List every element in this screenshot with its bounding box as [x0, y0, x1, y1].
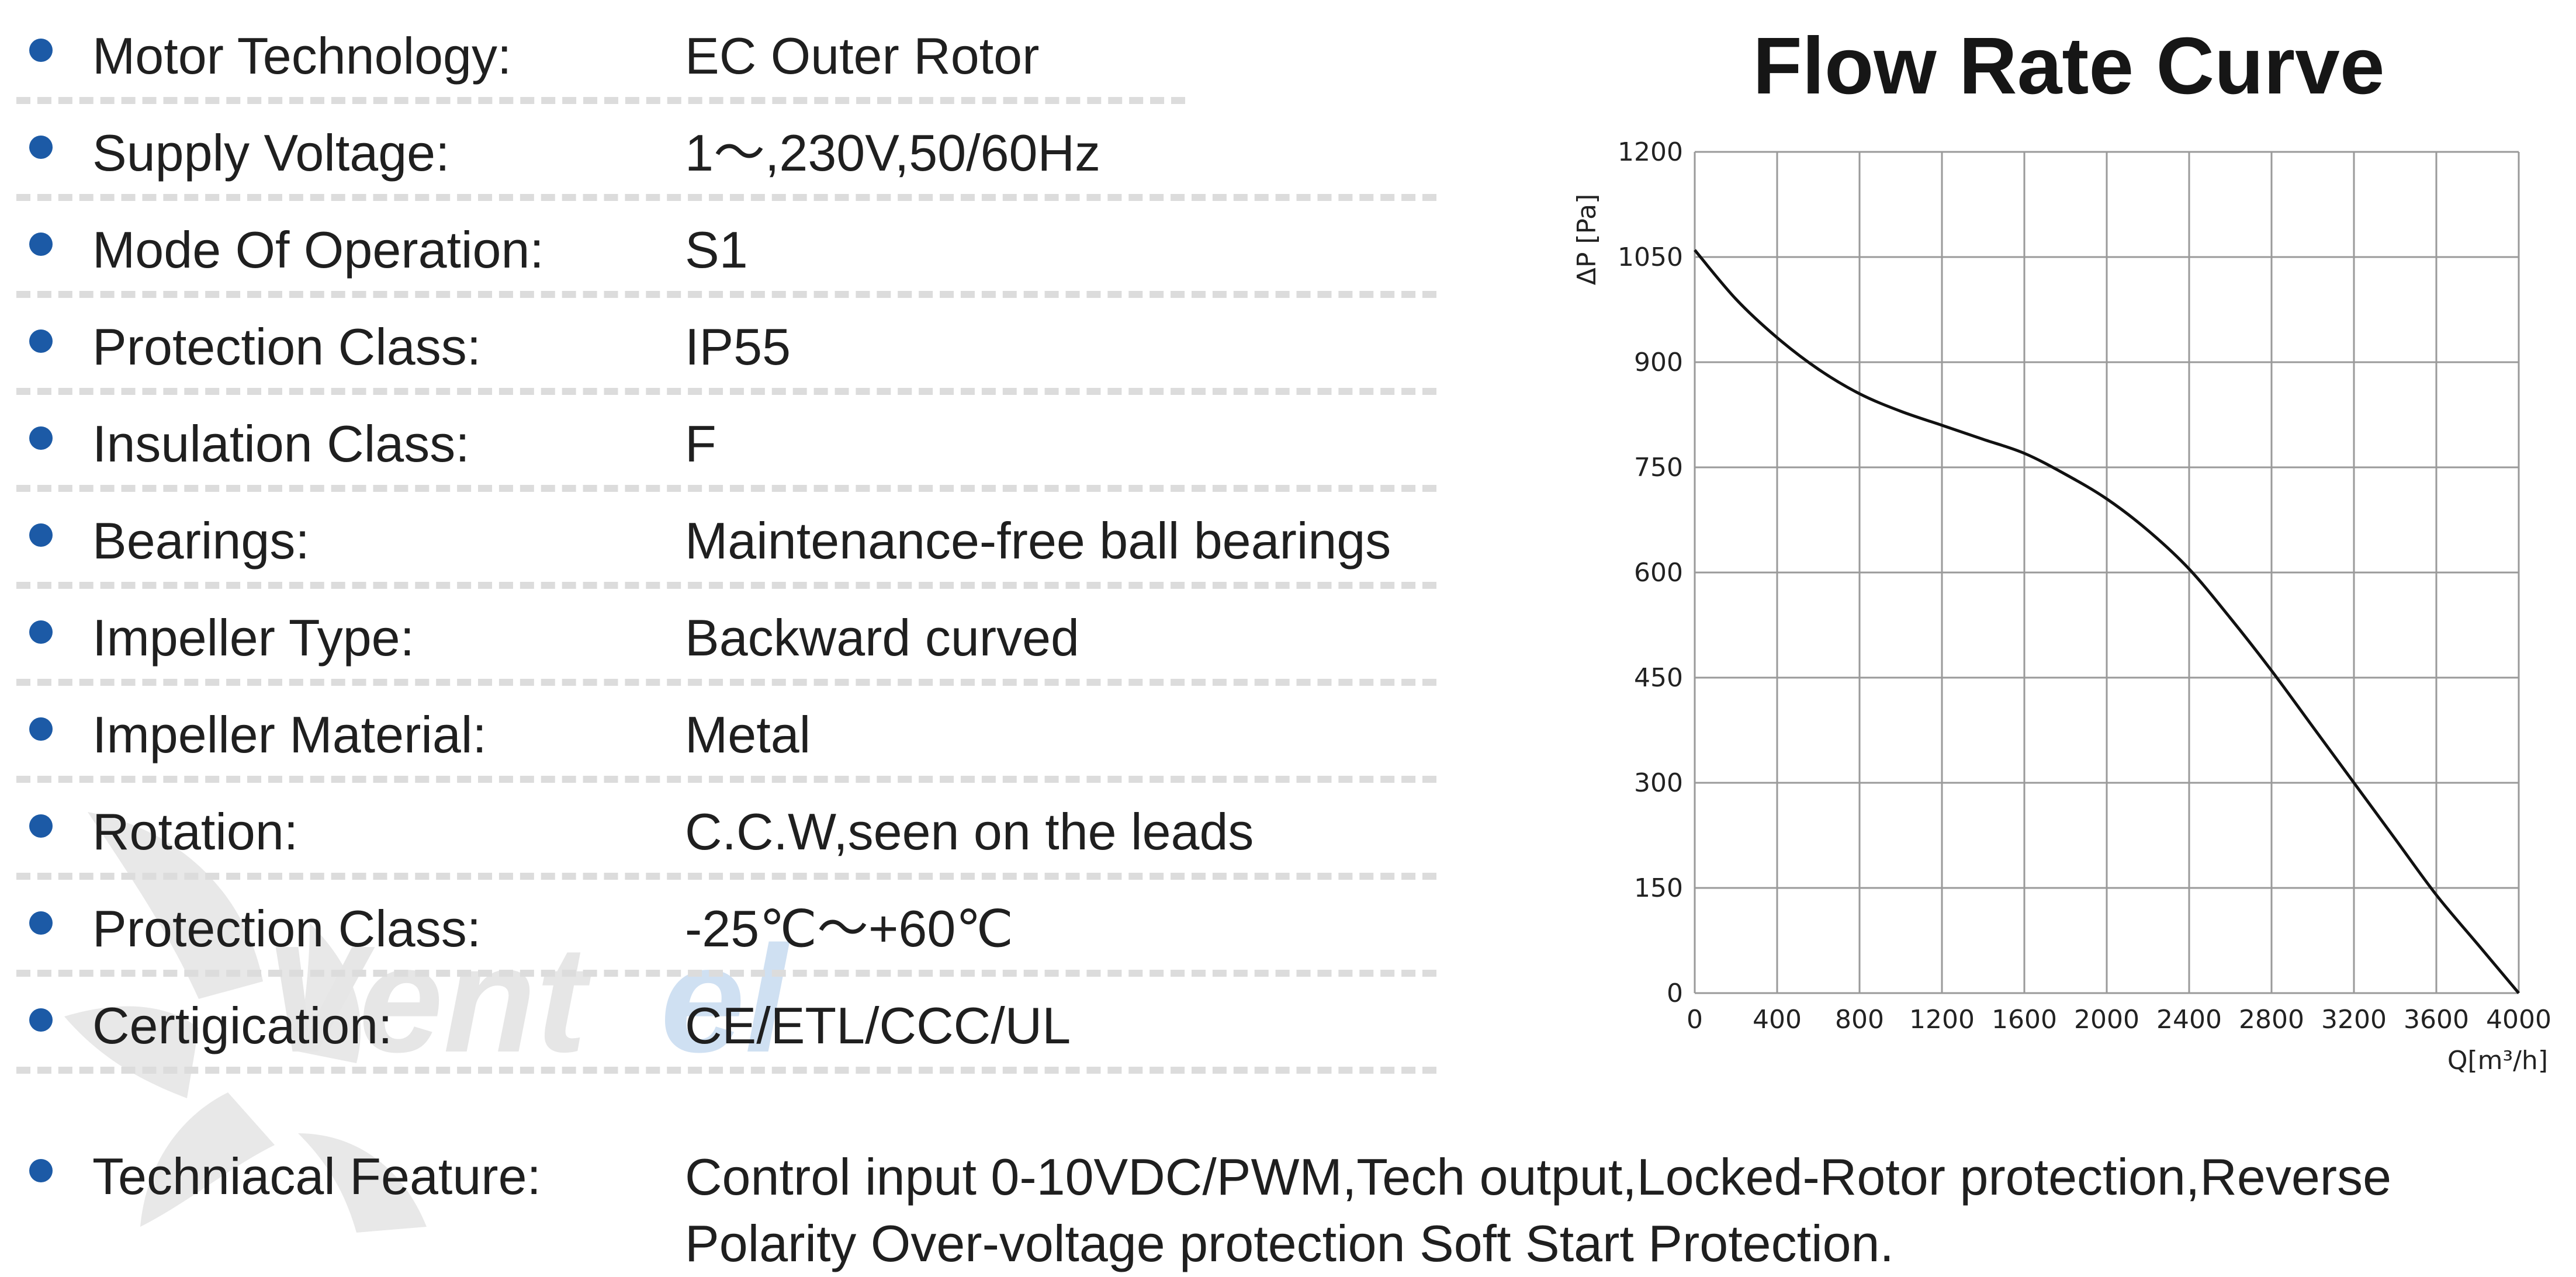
y-tick-label: 150 [1634, 873, 1683, 903]
spec-row: Insulation Class: F [0, 388, 1438, 492]
spec-row: Impeller Material: Metal [0, 679, 1438, 783]
spec-value: Metal [685, 706, 811, 764]
spec-label: Impeller Material: [92, 706, 487, 764]
spec-label: Techniacal Feature: [92, 1147, 541, 1205]
x-tick-label: 800 [1835, 1005, 1884, 1035]
spec-value: F [685, 415, 716, 473]
bullet-icon [29, 39, 53, 62]
flow-curve-line [1694, 249, 2520, 994]
spec-row: Protection Class: IP55 [0, 291, 1438, 395]
spec-value: C.C.W,seen on the leads [685, 803, 1254, 860]
y-tick-label: 600 [1634, 558, 1683, 588]
spec-label: Bearings: [92, 512, 310, 570]
spec-row: Motor Technology: EC Outer Rotor [0, 0, 1438, 104]
x-tick-label: 2000 [2074, 1005, 2139, 1035]
row-divider [16, 194, 1436, 201]
spec-label: Protection Class: [92, 318, 482, 376]
bullet-icon [29, 911, 53, 935]
chart-ticks: 0 400 800 1200 1600 2000 2400 2800 3200 3600 4000 0… [1618, 137, 2551, 1035]
y-tick-label: 300 [1634, 768, 1683, 798]
spec-value: IP55 [685, 318, 791, 376]
bullet-icon [29, 717, 53, 741]
bullet-icon [29, 814, 53, 838]
row-divider [16, 970, 1436, 977]
x-tick-label: 2800 [2239, 1005, 2304, 1035]
spec-value: Backward curved [685, 609, 1079, 667]
x-tick-label: 2400 [2156, 1005, 2222, 1035]
spec-row: Protection Class: -25℃～+60℃ [0, 873, 1438, 977]
spec-row: Mode Of Operation: S1 [0, 194, 1438, 298]
row-divider [16, 679, 1436, 686]
bullet-icon [29, 523, 53, 547]
spec-value: Control input 0-10VDC/PWM,Tech output,Lo… [685, 1148, 2392, 1272]
row-divider [16, 582, 1436, 589]
chart-title: Flow Rate Curve [1753, 21, 2385, 111]
flow-rate-chart: 0 400 800 1200 1600 2000 2400 2800 3200 3600 4000 0… [1572, 137, 2551, 1075]
spec-label: Motor Technology: [92, 27, 512, 85]
spec-value: S1 [685, 221, 748, 279]
spec-row-technical-feature: Techniacal Feature: Control input 0-10VD… [0, 1120, 2576, 1272]
spec-label: Supply Voltage: [92, 124, 450, 182]
bullet-icon [29, 426, 53, 450]
spec-label: Mode Of Operation: [92, 221, 544, 279]
bullet-icon [29, 136, 53, 159]
spec-value: 1～,230V,50/60Hz [685, 124, 1101, 182]
bullet-icon [29, 1159, 53, 1182]
x-tick-label: 3600 [2404, 1005, 2469, 1035]
x-tick-label: 1600 [1992, 1005, 2057, 1035]
spec-row: Bearings: Maintenance-free ball bearings [0, 485, 1438, 589]
spec-value: -25℃～+60℃ [685, 900, 1014, 957]
spec-label: Impeller Type: [92, 609, 415, 667]
spec-label: Certigication: [92, 997, 393, 1054]
spec-value: EC Outer Rotor [685, 27, 1040, 85]
y-tick-label: 1200 [1618, 137, 1683, 167]
row-divider [16, 873, 1436, 880]
x-tick-label: 1200 [1909, 1005, 1975, 1035]
y-tick-label: 900 [1634, 348, 1683, 377]
y-tick-label: 0 [1667, 978, 1683, 1008]
spec-row: Supply Voltage: 1～,230V,50/60Hz [0, 97, 1438, 201]
chart-grid [1694, 151, 2520, 994]
spec-label: Protection Class: [92, 900, 482, 957]
y-tick-label: 750 [1634, 453, 1683, 483]
row-divider [16, 776, 1436, 783]
x-tick-label: 0 [1687, 1005, 1703, 1035]
y-tick-label: 1050 [1618, 242, 1683, 272]
spec-row: Impeller Type: Backward curved [0, 582, 1438, 686]
row-divider [16, 1067, 1436, 1074]
spec-value: Maintenance-free ball bearings [685, 512, 1391, 570]
y-tick-label: 450 [1634, 663, 1683, 693]
spec-label: Insulation Class: [92, 415, 470, 473]
row-divider [16, 485, 1436, 492]
y-axis-label: ΔP [Pa] [1572, 194, 1602, 285]
row-divider [16, 97, 1185, 104]
bullet-icon [29, 620, 53, 644]
row-divider [16, 388, 1436, 395]
spec-value: CE/ETL/CCC/UL [685, 997, 1071, 1054]
bullet-icon [29, 233, 53, 256]
row-divider [16, 291, 1436, 298]
bullet-icon [29, 1008, 53, 1032]
x-tick-label: 3200 [2321, 1005, 2387, 1035]
x-tick-label: 400 [1753, 1005, 1802, 1035]
bullet-icon [29, 329, 53, 353]
spec-row: Certigication: CE/ETL/CCC/UL [0, 970, 1438, 1074]
x-tick-label: 4000 [2486, 1005, 2551, 1035]
spec-label: Rotation: [92, 803, 299, 860]
spec-row: Rotation: C.C.W,seen on the leads [0, 776, 1438, 880]
x-axis-label: Q[m³/h] [2447, 1046, 2548, 1075]
